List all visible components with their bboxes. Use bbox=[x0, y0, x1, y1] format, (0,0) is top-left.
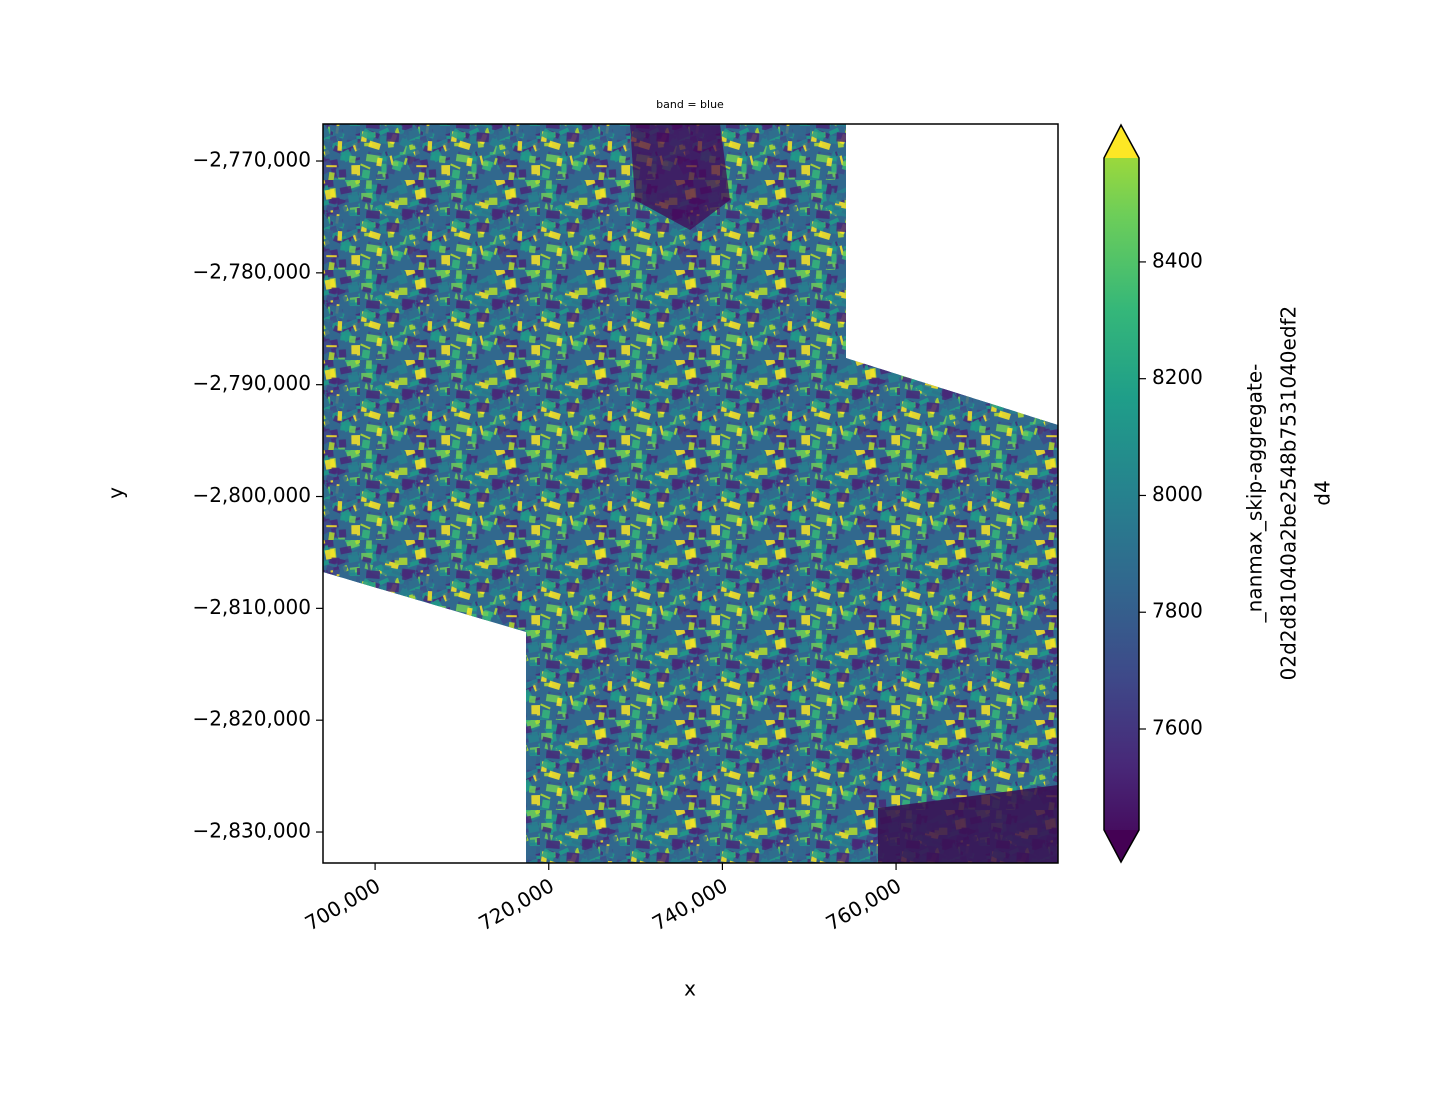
colorbar-label: _nanmax_skip-aggregate- bbox=[1243, 364, 1267, 624]
x-axis-label: x bbox=[684, 977, 696, 1001]
colorbar-extend-top bbox=[1104, 125, 1139, 158]
colorbar-tick-label: 8200 bbox=[1152, 365, 1203, 389]
colorbar-tick-label: 7800 bbox=[1152, 599, 1203, 623]
colorbar-tick-label: 8400 bbox=[1152, 248, 1203, 272]
y-tick-label: −2,800,000 bbox=[192, 483, 311, 507]
y-tick-label: −2,790,000 bbox=[192, 371, 311, 395]
y-tick-label: −2,820,000 bbox=[192, 707, 311, 731]
x-tick-label: 700,000 bbox=[301, 873, 385, 935]
x-tick-label: 720,000 bbox=[474, 873, 558, 935]
x-tick-label: 760,000 bbox=[822, 873, 906, 935]
colorbar-label: d4 bbox=[1311, 480, 1335, 505]
raster-dark-patch bbox=[878, 785, 1058, 863]
colorbar-tick-label: 8000 bbox=[1152, 482, 1203, 506]
x-tick-label: 740,000 bbox=[648, 873, 732, 935]
colorbar bbox=[1103, 123, 1140, 864]
raster bbox=[323, 124, 1058, 863]
colorbar-label: 02d2d81040a2be2548b7531040edf2 bbox=[1277, 306, 1301, 681]
chart-title: band = blue bbox=[656, 98, 724, 111]
colorbar-outline bbox=[1103, 123, 1140, 864]
y-tick-label: −2,810,000 bbox=[192, 595, 311, 619]
y-tick-label: −2,830,000 bbox=[192, 819, 311, 843]
y-axis-label: y bbox=[104, 487, 128, 499]
raster-dark-patch bbox=[630, 124, 730, 230]
colorbar-tick-label: 7600 bbox=[1152, 715, 1203, 739]
colorbar-extend-bottom bbox=[1104, 830, 1139, 862]
y-tick-label: −2,780,000 bbox=[192, 259, 311, 283]
plot-frame bbox=[322, 123, 1059, 864]
y-tick-label: −2,770,000 bbox=[192, 148, 311, 172]
colorbar-body bbox=[1104, 125, 1139, 862]
raster-texture bbox=[323, 124, 1058, 863]
